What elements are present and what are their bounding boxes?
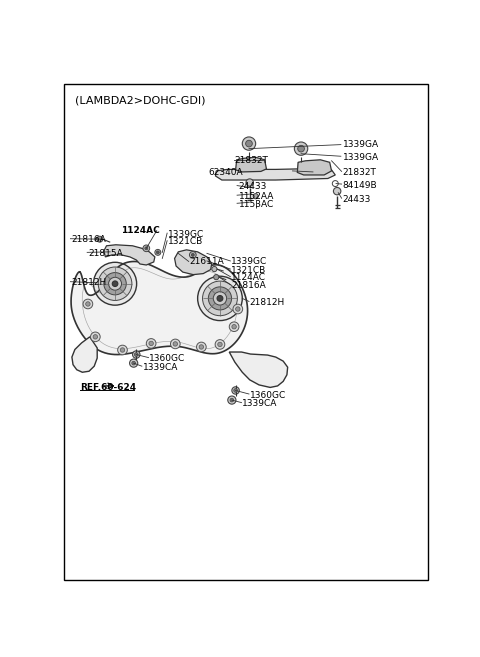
Ellipse shape bbox=[246, 179, 253, 186]
Text: 21832T: 21832T bbox=[235, 156, 269, 166]
Ellipse shape bbox=[236, 307, 240, 311]
Text: 1339GA: 1339GA bbox=[343, 140, 379, 149]
Polygon shape bbox=[104, 245, 155, 265]
Ellipse shape bbox=[156, 251, 159, 254]
Polygon shape bbox=[71, 261, 248, 355]
Text: 24433: 24433 bbox=[343, 194, 371, 204]
Text: 1360GC: 1360GC bbox=[149, 354, 186, 363]
Text: 21832T: 21832T bbox=[343, 168, 377, 177]
Ellipse shape bbox=[203, 281, 238, 316]
Ellipse shape bbox=[91, 332, 100, 342]
FancyBboxPatch shape bbox=[64, 84, 428, 579]
Text: 1360GC: 1360GC bbox=[250, 390, 286, 399]
Ellipse shape bbox=[198, 276, 242, 321]
Ellipse shape bbox=[145, 247, 148, 250]
Text: 1124AC: 1124AC bbox=[121, 226, 160, 235]
Ellipse shape bbox=[192, 254, 194, 256]
Ellipse shape bbox=[232, 325, 236, 329]
Ellipse shape bbox=[134, 353, 138, 356]
Text: 21815A: 21815A bbox=[88, 249, 123, 258]
Ellipse shape bbox=[232, 387, 240, 394]
Text: 1152AA: 1152AA bbox=[239, 192, 274, 200]
Ellipse shape bbox=[130, 359, 138, 367]
Ellipse shape bbox=[208, 287, 231, 310]
Text: 21812H: 21812H bbox=[71, 278, 107, 287]
Ellipse shape bbox=[118, 345, 127, 355]
Ellipse shape bbox=[146, 338, 156, 348]
Ellipse shape bbox=[217, 296, 223, 302]
Ellipse shape bbox=[230, 398, 234, 402]
Text: 1124AC: 1124AC bbox=[231, 273, 266, 282]
Ellipse shape bbox=[246, 140, 252, 147]
Ellipse shape bbox=[213, 292, 227, 305]
Ellipse shape bbox=[214, 275, 219, 280]
Text: 24433: 24433 bbox=[239, 182, 267, 191]
Ellipse shape bbox=[334, 187, 341, 195]
Ellipse shape bbox=[234, 389, 238, 392]
Ellipse shape bbox=[143, 245, 150, 252]
Text: 1339CA: 1339CA bbox=[242, 399, 277, 408]
Ellipse shape bbox=[242, 137, 256, 150]
Polygon shape bbox=[236, 157, 266, 172]
Ellipse shape bbox=[93, 334, 97, 339]
Ellipse shape bbox=[83, 299, 93, 309]
Ellipse shape bbox=[253, 194, 258, 199]
Ellipse shape bbox=[196, 342, 206, 351]
Ellipse shape bbox=[173, 342, 178, 346]
Ellipse shape bbox=[120, 348, 125, 352]
Text: 21816A: 21816A bbox=[231, 281, 266, 290]
Polygon shape bbox=[72, 337, 97, 373]
Text: 21816A: 21816A bbox=[71, 235, 106, 244]
Ellipse shape bbox=[190, 252, 196, 258]
Ellipse shape bbox=[149, 341, 154, 346]
Text: 1339GA: 1339GA bbox=[343, 153, 379, 162]
Ellipse shape bbox=[212, 267, 217, 271]
Text: 1339GC: 1339GC bbox=[231, 258, 267, 267]
Text: 1339CA: 1339CA bbox=[143, 363, 178, 372]
Ellipse shape bbox=[85, 302, 90, 306]
Text: (LAMBDA2>DOHC-GDI): (LAMBDA2>DOHC-GDI) bbox=[75, 95, 205, 105]
Ellipse shape bbox=[132, 361, 135, 365]
Text: 21611A: 21611A bbox=[190, 258, 224, 267]
Text: 1153AC: 1153AC bbox=[239, 200, 274, 209]
Polygon shape bbox=[297, 160, 332, 175]
Ellipse shape bbox=[218, 342, 222, 347]
Ellipse shape bbox=[155, 250, 161, 256]
Ellipse shape bbox=[97, 237, 103, 242]
Text: 21812H: 21812H bbox=[250, 298, 285, 307]
Ellipse shape bbox=[233, 304, 243, 314]
Ellipse shape bbox=[294, 142, 308, 155]
Text: 1321CB: 1321CB bbox=[231, 265, 266, 275]
Ellipse shape bbox=[108, 277, 121, 290]
Polygon shape bbox=[216, 168, 335, 180]
Polygon shape bbox=[175, 250, 212, 275]
Ellipse shape bbox=[112, 281, 118, 286]
Text: 1321CB: 1321CB bbox=[168, 237, 203, 246]
Ellipse shape bbox=[104, 273, 126, 295]
Ellipse shape bbox=[170, 339, 180, 349]
Ellipse shape bbox=[298, 145, 304, 152]
Ellipse shape bbox=[199, 345, 204, 349]
Ellipse shape bbox=[98, 267, 132, 300]
Ellipse shape bbox=[94, 262, 137, 305]
Ellipse shape bbox=[229, 322, 239, 332]
Text: REF.60-624: REF.60-624 bbox=[81, 383, 137, 392]
Ellipse shape bbox=[332, 181, 338, 187]
Ellipse shape bbox=[215, 340, 225, 350]
Text: 1339GC: 1339GC bbox=[168, 230, 204, 238]
Text: 84149B: 84149B bbox=[343, 181, 377, 190]
Text: 62340A: 62340A bbox=[209, 168, 243, 177]
Polygon shape bbox=[229, 352, 288, 388]
Ellipse shape bbox=[132, 351, 140, 358]
Ellipse shape bbox=[228, 396, 236, 404]
